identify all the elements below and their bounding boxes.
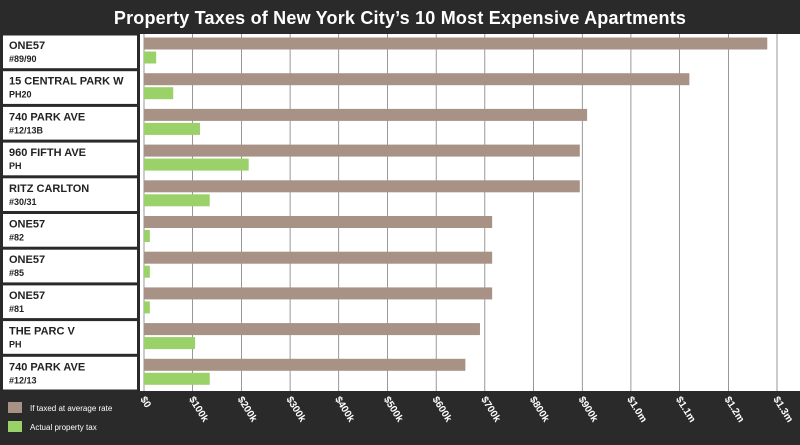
bar-actual-tax: [144, 265, 150, 278]
category-unit: #85: [9, 268, 24, 278]
x-axis-ticks: $0 $100k $200k $300k $400k $500k $600k $700k $80…: [137, 395, 794, 425]
category-unit: PH: [9, 161, 22, 171]
x-tick-label: $1.2m: [722, 395, 746, 425]
legend-label-actual: Actual property tax: [30, 423, 97, 432]
category-label-box: [3, 71, 137, 104]
category-unit: #12/13: [9, 375, 37, 385]
category-unit: #89/90: [9, 54, 37, 64]
category-name: 740 PARK AVE: [9, 361, 85, 373]
bar-average-rate: [144, 358, 466, 371]
category-label-box: [3, 285, 137, 319]
bar-actual-tax: [144, 122, 200, 135]
bar-actual-tax: [144, 301, 150, 314]
category-name: ONE57: [9, 40, 45, 52]
category-label-box: [3, 214, 137, 247]
category-unit: #30/31: [9, 197, 37, 207]
legend: If taxed at average rate Actual property…: [8, 402, 113, 432]
bar-average-rate: [144, 216, 493, 228]
x-tick-label: $1.3m: [770, 395, 794, 425]
category-unit: #82: [9, 233, 24, 243]
legend-swatch-actual: [8, 421, 22, 432]
x-tick-label: $200k: [235, 395, 259, 425]
category-unit: PH20: [9, 90, 32, 100]
bar-average-rate: [144, 37, 768, 50]
bar-average-rate: [144, 73, 690, 86]
category-label-box: [3, 356, 137, 390]
category-name: THE PARC V: [9, 326, 75, 338]
x-tick-label: $1.0m: [624, 395, 648, 425]
x-tick-label: $300k: [284, 395, 308, 425]
bar-average-rate: [144, 180, 580, 193]
bar-actual-tax: [144, 51, 157, 64]
category-name: ONE57: [9, 254, 45, 266]
bar-average-rate: [144, 251, 493, 264]
x-tick-label: $700k: [478, 395, 502, 425]
category-name: ONE57: [9, 290, 45, 302]
category-labels: ONE57 #89/90 15 CENTRAL PARK W PH20 740 PARK…: [3, 35, 137, 390]
legend-swatch-average: [8, 402, 22, 413]
x-tick-label: $100k: [186, 395, 210, 425]
category-label-box: [3, 321, 137, 354]
bar-average-rate: [144, 144, 580, 157]
bar-actual-tax: [144, 158, 249, 171]
bar-average-rate: [144, 287, 493, 300]
legend-label-average: If taxed at average rate: [30, 404, 113, 413]
x-tick-label: $400k: [332, 395, 356, 425]
plot-area: [140, 34, 800, 391]
category-name: 960 FIFTH AVE: [9, 147, 86, 159]
bar-average-rate: [144, 108, 588, 121]
bar-actual-tax: [144, 194, 210, 207]
x-tick-label: $0: [137, 395, 152, 411]
x-tick-label: $600k: [430, 395, 454, 425]
chart-title: Property Taxes of New York City’s 10 Mos…: [113, 8, 687, 28]
category-name: RITZ CARLTON: [9, 183, 89, 195]
bar-actual-tax: [144, 230, 150, 242]
category-label-box: [3, 35, 137, 69]
category-label-box: [3, 106, 137, 140]
category-label-box: [3, 249, 137, 283]
bars: [144, 37, 768, 385]
category-label-box: [3, 142, 137, 176]
category-unit: #81: [9, 304, 24, 314]
category-label-box: [3, 178, 137, 211]
category-name: ONE57: [9, 219, 45, 231]
x-tick-label: $800k: [527, 395, 551, 425]
category-name: 15 CENTRAL PARK W: [9, 76, 124, 88]
bar-average-rate: [144, 323, 480, 336]
x-tick-label: $1.1m: [673, 395, 697, 425]
bar-actual-tax: [144, 337, 196, 350]
x-tick-label: $500k: [381, 395, 405, 425]
category-unit: PH: [9, 340, 22, 350]
category-name: 740 PARK AVE: [9, 111, 85, 123]
x-tick-label: $900k: [576, 395, 600, 425]
category-unit: #12/13B: [9, 125, 44, 135]
bar-actual-tax: [144, 372, 210, 385]
bar-actual-tax: [144, 87, 174, 100]
